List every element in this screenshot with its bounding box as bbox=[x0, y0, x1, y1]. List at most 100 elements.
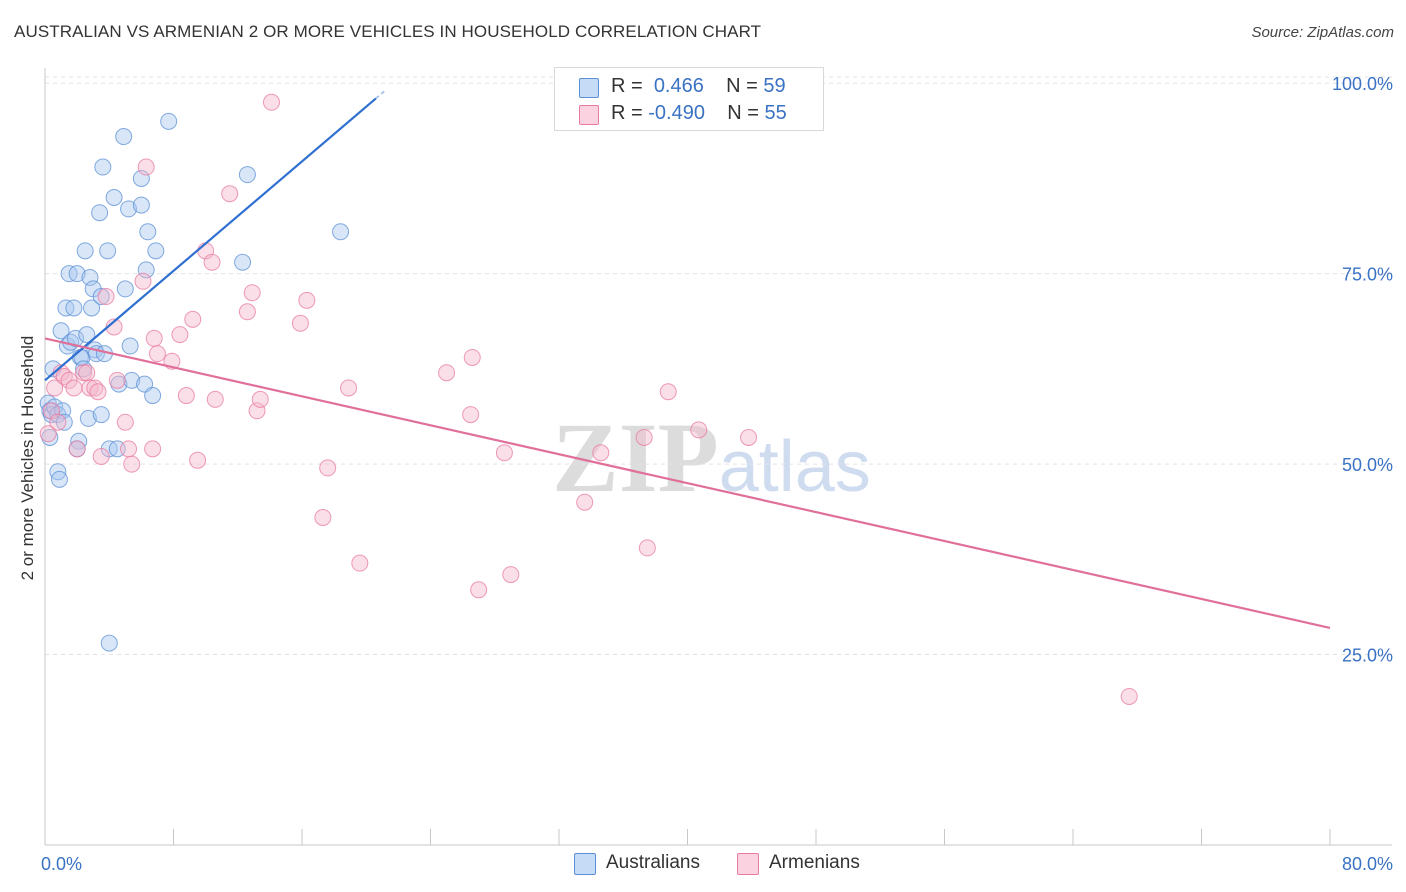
point-armenians bbox=[120, 440, 138, 458]
point-armenians bbox=[1120, 687, 1138, 705]
y-tick-label: 25.0% bbox=[1342, 646, 1393, 666]
point-australians bbox=[92, 288, 110, 306]
point-australians bbox=[91, 204, 109, 222]
point-armenians bbox=[92, 448, 110, 465]
point-australians bbox=[234, 253, 252, 271]
point-armenians bbox=[144, 440, 162, 458]
point-australians bbox=[132, 169, 150, 187]
trendlines bbox=[44, 89, 1331, 629]
x-tick-label: 0.0% bbox=[41, 854, 82, 874]
legend-swatch-armenians bbox=[579, 105, 599, 125]
point-armenians bbox=[462, 406, 480, 424]
point-armenians bbox=[340, 379, 358, 397]
point-australians bbox=[68, 265, 86, 283]
point-australians bbox=[160, 112, 178, 130]
point-armenians bbox=[502, 566, 520, 584]
legend-text-armenians: R = -0.490 N = 55 bbox=[611, 102, 787, 125]
series-label-armenians: Armenians bbox=[769, 852, 860, 873]
point-armenians bbox=[470, 581, 488, 599]
point-australians bbox=[94, 158, 112, 176]
point-armenians bbox=[206, 390, 224, 408]
point-armenians bbox=[659, 383, 677, 401]
legend-n-value: 55 bbox=[764, 102, 787, 124]
chart-source: Source: ZipAtlas.com bbox=[1251, 24, 1394, 41]
point-australians bbox=[100, 634, 118, 652]
point-australians bbox=[83, 299, 101, 317]
point-armenians bbox=[635, 428, 653, 446]
legend-n-label: N = bbox=[727, 102, 759, 124]
y-tick-label: 75.0% bbox=[1342, 265, 1393, 285]
point-armenians bbox=[203, 253, 221, 271]
legend-n-label: N = bbox=[726, 75, 758, 97]
point-armenians bbox=[97, 288, 115, 306]
point-australians bbox=[139, 223, 157, 241]
point-australians bbox=[79, 409, 97, 427]
point-australians bbox=[121, 337, 139, 355]
point-armenians bbox=[78, 364, 96, 382]
gridlines bbox=[45, 76, 1392, 656]
chart-title: AUSTRALIAN VS ARMENIAN 2 OR MORE VEHICLE… bbox=[14, 22, 762, 41]
point-armenians bbox=[638, 539, 656, 557]
series-label-australians: Australians bbox=[606, 852, 700, 873]
point-armenians bbox=[298, 291, 316, 309]
point-armenians bbox=[184, 310, 202, 328]
point-armenians bbox=[248, 402, 266, 420]
legend-text-australians: R = 0.466 N = 59 bbox=[611, 75, 786, 98]
point-armenians bbox=[238, 303, 256, 321]
y-tick-label: 50.0% bbox=[1342, 455, 1393, 475]
correlation-legend: R = 0.466 N = 59 R = -0.490 N = 55 bbox=[554, 67, 824, 131]
watermark: ZIPatlas bbox=[552, 400, 871, 515]
point-armenians bbox=[123, 455, 141, 473]
point-australians bbox=[65, 299, 83, 317]
point-armenians bbox=[68, 440, 86, 458]
point-australians bbox=[115, 128, 133, 146]
point-armenians bbox=[89, 383, 107, 401]
point-australians bbox=[116, 280, 134, 298]
point-armenians bbox=[262, 93, 280, 111]
watermark-atlas: atlas bbox=[718, 427, 871, 507]
watermark-zip: ZIP bbox=[552, 402, 719, 513]
point-armenians bbox=[291, 314, 309, 332]
point-armenians bbox=[46, 379, 64, 397]
legend-r-label: R = bbox=[611, 102, 643, 124]
point-australians bbox=[147, 242, 165, 260]
point-australians bbox=[238, 166, 256, 184]
point-australians bbox=[52, 322, 70, 340]
point-australians bbox=[123, 371, 141, 389]
point-australians bbox=[332, 223, 350, 241]
point-armenians bbox=[148, 345, 166, 363]
point-armenians bbox=[177, 387, 195, 405]
point-australians bbox=[120, 200, 138, 218]
point-armenians bbox=[81, 379, 99, 397]
legend-r-value: -0.490 bbox=[648, 102, 705, 124]
point-australians bbox=[78, 326, 96, 344]
tick-labels: 25.0% 50.0% 75.0% 100.0% 0.0% 80.0% bbox=[41, 74, 1393, 874]
series-swatch-australians bbox=[574, 853, 596, 875]
point-australians bbox=[132, 196, 150, 214]
point-armenians bbox=[145, 329, 163, 347]
trendline-australians-extension bbox=[375, 89, 387, 100]
point-armenians bbox=[319, 459, 337, 477]
point-armenians bbox=[690, 421, 708, 439]
legend-swatch-australians bbox=[579, 78, 599, 98]
axes bbox=[44, 68, 1392, 846]
point-australians bbox=[99, 242, 117, 260]
point-australians bbox=[76, 242, 94, 260]
point-armenians bbox=[39, 425, 57, 443]
trendline-armenians bbox=[44, 337, 1331, 629]
point-australians bbox=[50, 470, 68, 488]
point-australians bbox=[144, 387, 162, 405]
point-armenians bbox=[314, 508, 332, 526]
point-armenians bbox=[137, 158, 155, 176]
point-armenians bbox=[49, 413, 67, 431]
point-armenians bbox=[251, 390, 269, 408]
point-australians bbox=[92, 406, 110, 424]
point-armenians bbox=[108, 371, 126, 389]
point-armenians bbox=[243, 284, 261, 302]
legend-r-value: 0.466 bbox=[653, 75, 704, 97]
point-armenians bbox=[463, 348, 481, 366]
y-tick-label: 100.0% bbox=[1332, 74, 1393, 94]
y-axis-label: 2 or more Vehicles in Household bbox=[18, 335, 37, 581]
point-armenians bbox=[221, 185, 239, 203]
